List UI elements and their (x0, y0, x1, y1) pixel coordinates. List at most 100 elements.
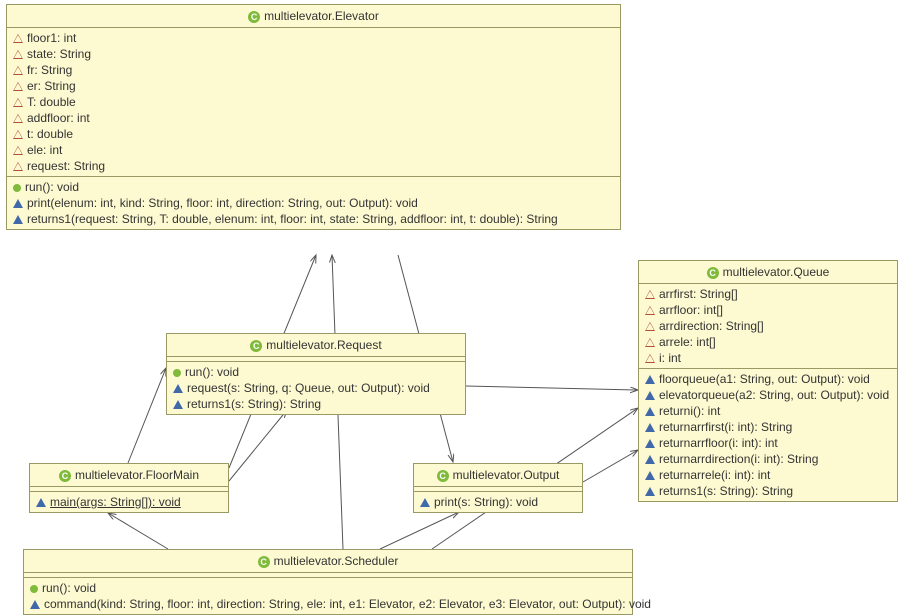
field-label: T: double (27, 95, 76, 109)
method-private-icon (173, 369, 181, 377)
method-public-icon (420, 498, 430, 507)
method-private-icon (13, 184, 21, 192)
connector (128, 368, 166, 463)
field-row: i: int (639, 350, 897, 366)
method-label: run(): void (42, 581, 96, 595)
field-icon (13, 50, 23, 59)
field-row: arrfloor: int[] (639, 302, 897, 318)
method-row: run(): void (167, 364, 465, 380)
field-row: arrfirst: String[] (639, 286, 897, 302)
method-label: returnarrfirst(i: int): String (659, 420, 792, 434)
methods-section: main(args: String[]): void (30, 492, 228, 512)
field-icon (13, 114, 23, 123)
field-row: T: double (7, 94, 620, 110)
field-label: ele: int (27, 143, 62, 157)
field-label: arrfloor: int[] (659, 303, 723, 317)
field-icon (645, 290, 655, 299)
field-icon (13, 98, 23, 107)
field-label: state: String (27, 47, 91, 61)
method-row: run(): void (24, 580, 632, 596)
method-label: returns1(s: String): String (187, 397, 321, 411)
uml-class-floormain: Cmultielevator.FloorMain main(args: Strin… (29, 463, 229, 513)
connector (108, 513, 168, 549)
method-public-icon (645, 407, 655, 416)
method-row: elevatorqueue(a2: String, out: Output): … (639, 387, 897, 403)
field-label: addfloor: int (27, 111, 90, 125)
field-icon (13, 130, 23, 139)
field-row: state: String (7, 46, 620, 62)
field-row: addfloor: int (7, 110, 620, 126)
field-row: floor1: int (7, 30, 620, 46)
method-row: returnarrele(i: int): int (639, 467, 897, 483)
uml-class-queue: Cmultielevator.Queuearrfirst: String[]ar… (638, 260, 898, 502)
method-row: returns1(s: String): String (167, 396, 465, 412)
field-label: arrdirection: String[] (659, 319, 764, 333)
method-public-icon (645, 471, 655, 480)
class-title: Cmultielevator.FloorMain (30, 464, 228, 487)
methods-section: print(s: String): void (414, 492, 582, 512)
class-title: Cmultielevator.Scheduler (24, 550, 632, 573)
method-label: command(kind: String, floor: int, direct… (44, 597, 651, 611)
fields-section: arrfirst: String[]arrfloor: int[] arrdire… (639, 284, 897, 369)
field-label: fr: String (27, 63, 72, 77)
method-label: request(s: String, q: Queue, out: Output… (187, 381, 430, 395)
class-title: Cmultielevator.Queue (639, 261, 897, 284)
method-label: floorqueue(a1: String, out: Output): voi… (659, 372, 870, 386)
uml-class-request: Cmultielevator.Request run(): void request… (166, 333, 466, 415)
method-row: returni(): int (639, 403, 897, 419)
method-row: returnarrdirection(i: int): String (639, 451, 897, 467)
field-label: er: String (27, 79, 76, 93)
field-icon (13, 82, 23, 91)
class-icon: C (250, 340, 262, 352)
field-label: i: int (659, 351, 681, 365)
class-icon: C (258, 556, 270, 568)
method-label: print(elenum: int, kind: String, floor: … (27, 196, 418, 210)
class-title: Cmultielevator.Output (414, 464, 582, 487)
field-icon (13, 146, 23, 155)
connector (380, 512, 459, 549)
method-row: command(kind: String, floor: int, direct… (24, 596, 632, 612)
field-row: fr: String (7, 62, 620, 78)
field-row: er: String (7, 78, 620, 94)
field-row: arrele: int[] (639, 334, 897, 350)
class-title-label: multielevator.Request (266, 338, 381, 352)
method-public-icon (173, 400, 183, 409)
class-title-label: multielevator.FloorMain (75, 468, 199, 482)
method-label: main(args: String[]): void (50, 495, 181, 509)
class-title: Cmultielevator.Request (167, 334, 465, 357)
connector (466, 386, 638, 390)
method-row: returnarrfloor(i: int): int (639, 435, 897, 451)
method-label: returnarrfloor(i: int): int (659, 436, 778, 450)
uml-class-elevator: Cmultielevator.Elevator floor1: intstate:… (6, 4, 621, 230)
class-title-label: multielevator.Scheduler (274, 554, 399, 568)
method-row: main(args: String[]): void (30, 494, 228, 510)
method-row: returns1(s: String): String (639, 483, 897, 499)
field-row: t: double (7, 126, 620, 142)
method-row: print(elenum: int, kind: String, floor: … (7, 195, 620, 211)
method-public-icon (13, 199, 23, 208)
method-label: returnarrdirection(i: int): String (659, 452, 818, 466)
uml-class-scheduler: Cmultielevator.Scheduler run(): voidcomma… (23, 549, 633, 615)
method-label: elevatorqueue(a2: String, out: Output): … (659, 388, 889, 402)
method-label: run(): void (185, 365, 239, 379)
class-icon: C (59, 470, 71, 482)
method-public-icon (645, 423, 655, 432)
methods-section: floorqueue(a1: String, out: Output): voi… (639, 369, 897, 501)
field-label: request: String (27, 159, 105, 173)
field-row: request: String (7, 158, 620, 174)
method-label: print(s: String): void (434, 495, 538, 509)
field-label: t: double (27, 127, 73, 141)
methods-section: run(): voidprint(elenum: int, kind: Stri… (7, 177, 620, 229)
method-row: returns1(request: String, T: double, ele… (7, 211, 620, 227)
method-public-icon (645, 487, 655, 496)
field-label: arrele: int[] (659, 335, 716, 349)
method-public-icon (173, 384, 183, 393)
class-icon: C (248, 11, 260, 23)
class-title-label: multielevator.Elevator (264, 9, 379, 23)
method-public-icon (13, 215, 23, 224)
field-icon (13, 66, 23, 75)
method-row: run(): void (7, 179, 620, 195)
method-row: floorqueue(a1: String, out: Output): voi… (639, 371, 897, 387)
uml-class-output: Cmultielevator.Output print(s: String): v… (413, 463, 583, 513)
method-label: returns1(request: String, T: double, ele… (27, 212, 558, 226)
